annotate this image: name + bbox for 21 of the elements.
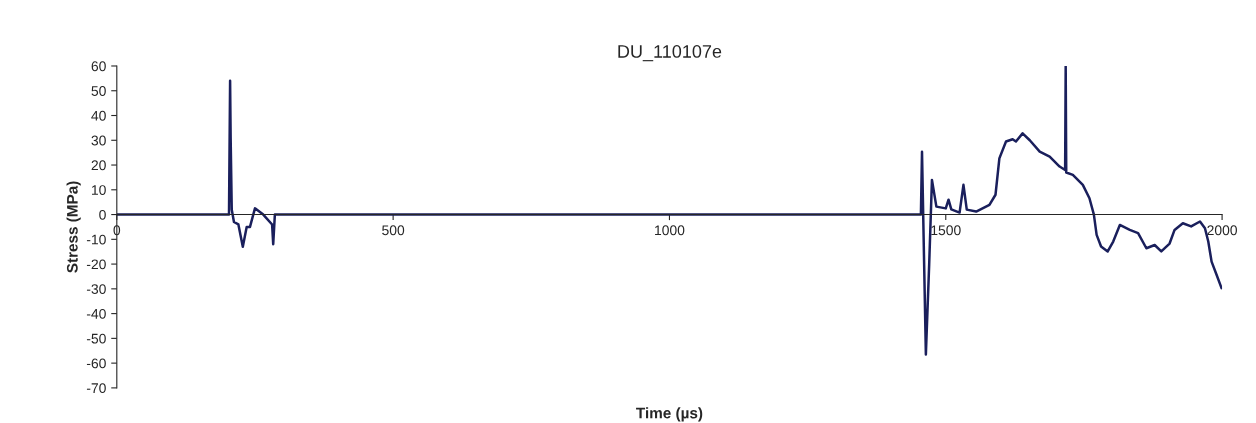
y-tick-label: -20 [86,259,106,270]
chart-title: DU_110107e [618,45,722,62]
x-tick-label: 1500 [931,225,961,236]
y-axis-title: Stress (MPa) [66,181,81,273]
x-axis-title: Time (µs) [636,407,703,422]
y-tick-label: 60 [91,61,106,72]
x-tick-label: 500 [382,225,405,236]
y-tick-label: -60 [86,358,106,369]
y-tick-label: -70 [86,383,106,394]
y-tick-label: -30 [86,284,106,295]
y-tick-label: 20 [91,160,106,171]
x-tick-label: 1000 [655,225,685,236]
y-tick-label: 30 [91,135,106,146]
y-tick-label: 0 [99,209,106,220]
x-tick-label: 2000 [1207,225,1237,236]
y-tick-label: 50 [91,86,106,96]
y-tick-label: -10 [86,234,106,245]
y-tick-label: -40 [86,308,106,319]
y-tick-label: -50 [86,333,106,344]
y-tick-label: 40 [91,110,106,121]
y-tick-label: 10 [92,185,106,195]
